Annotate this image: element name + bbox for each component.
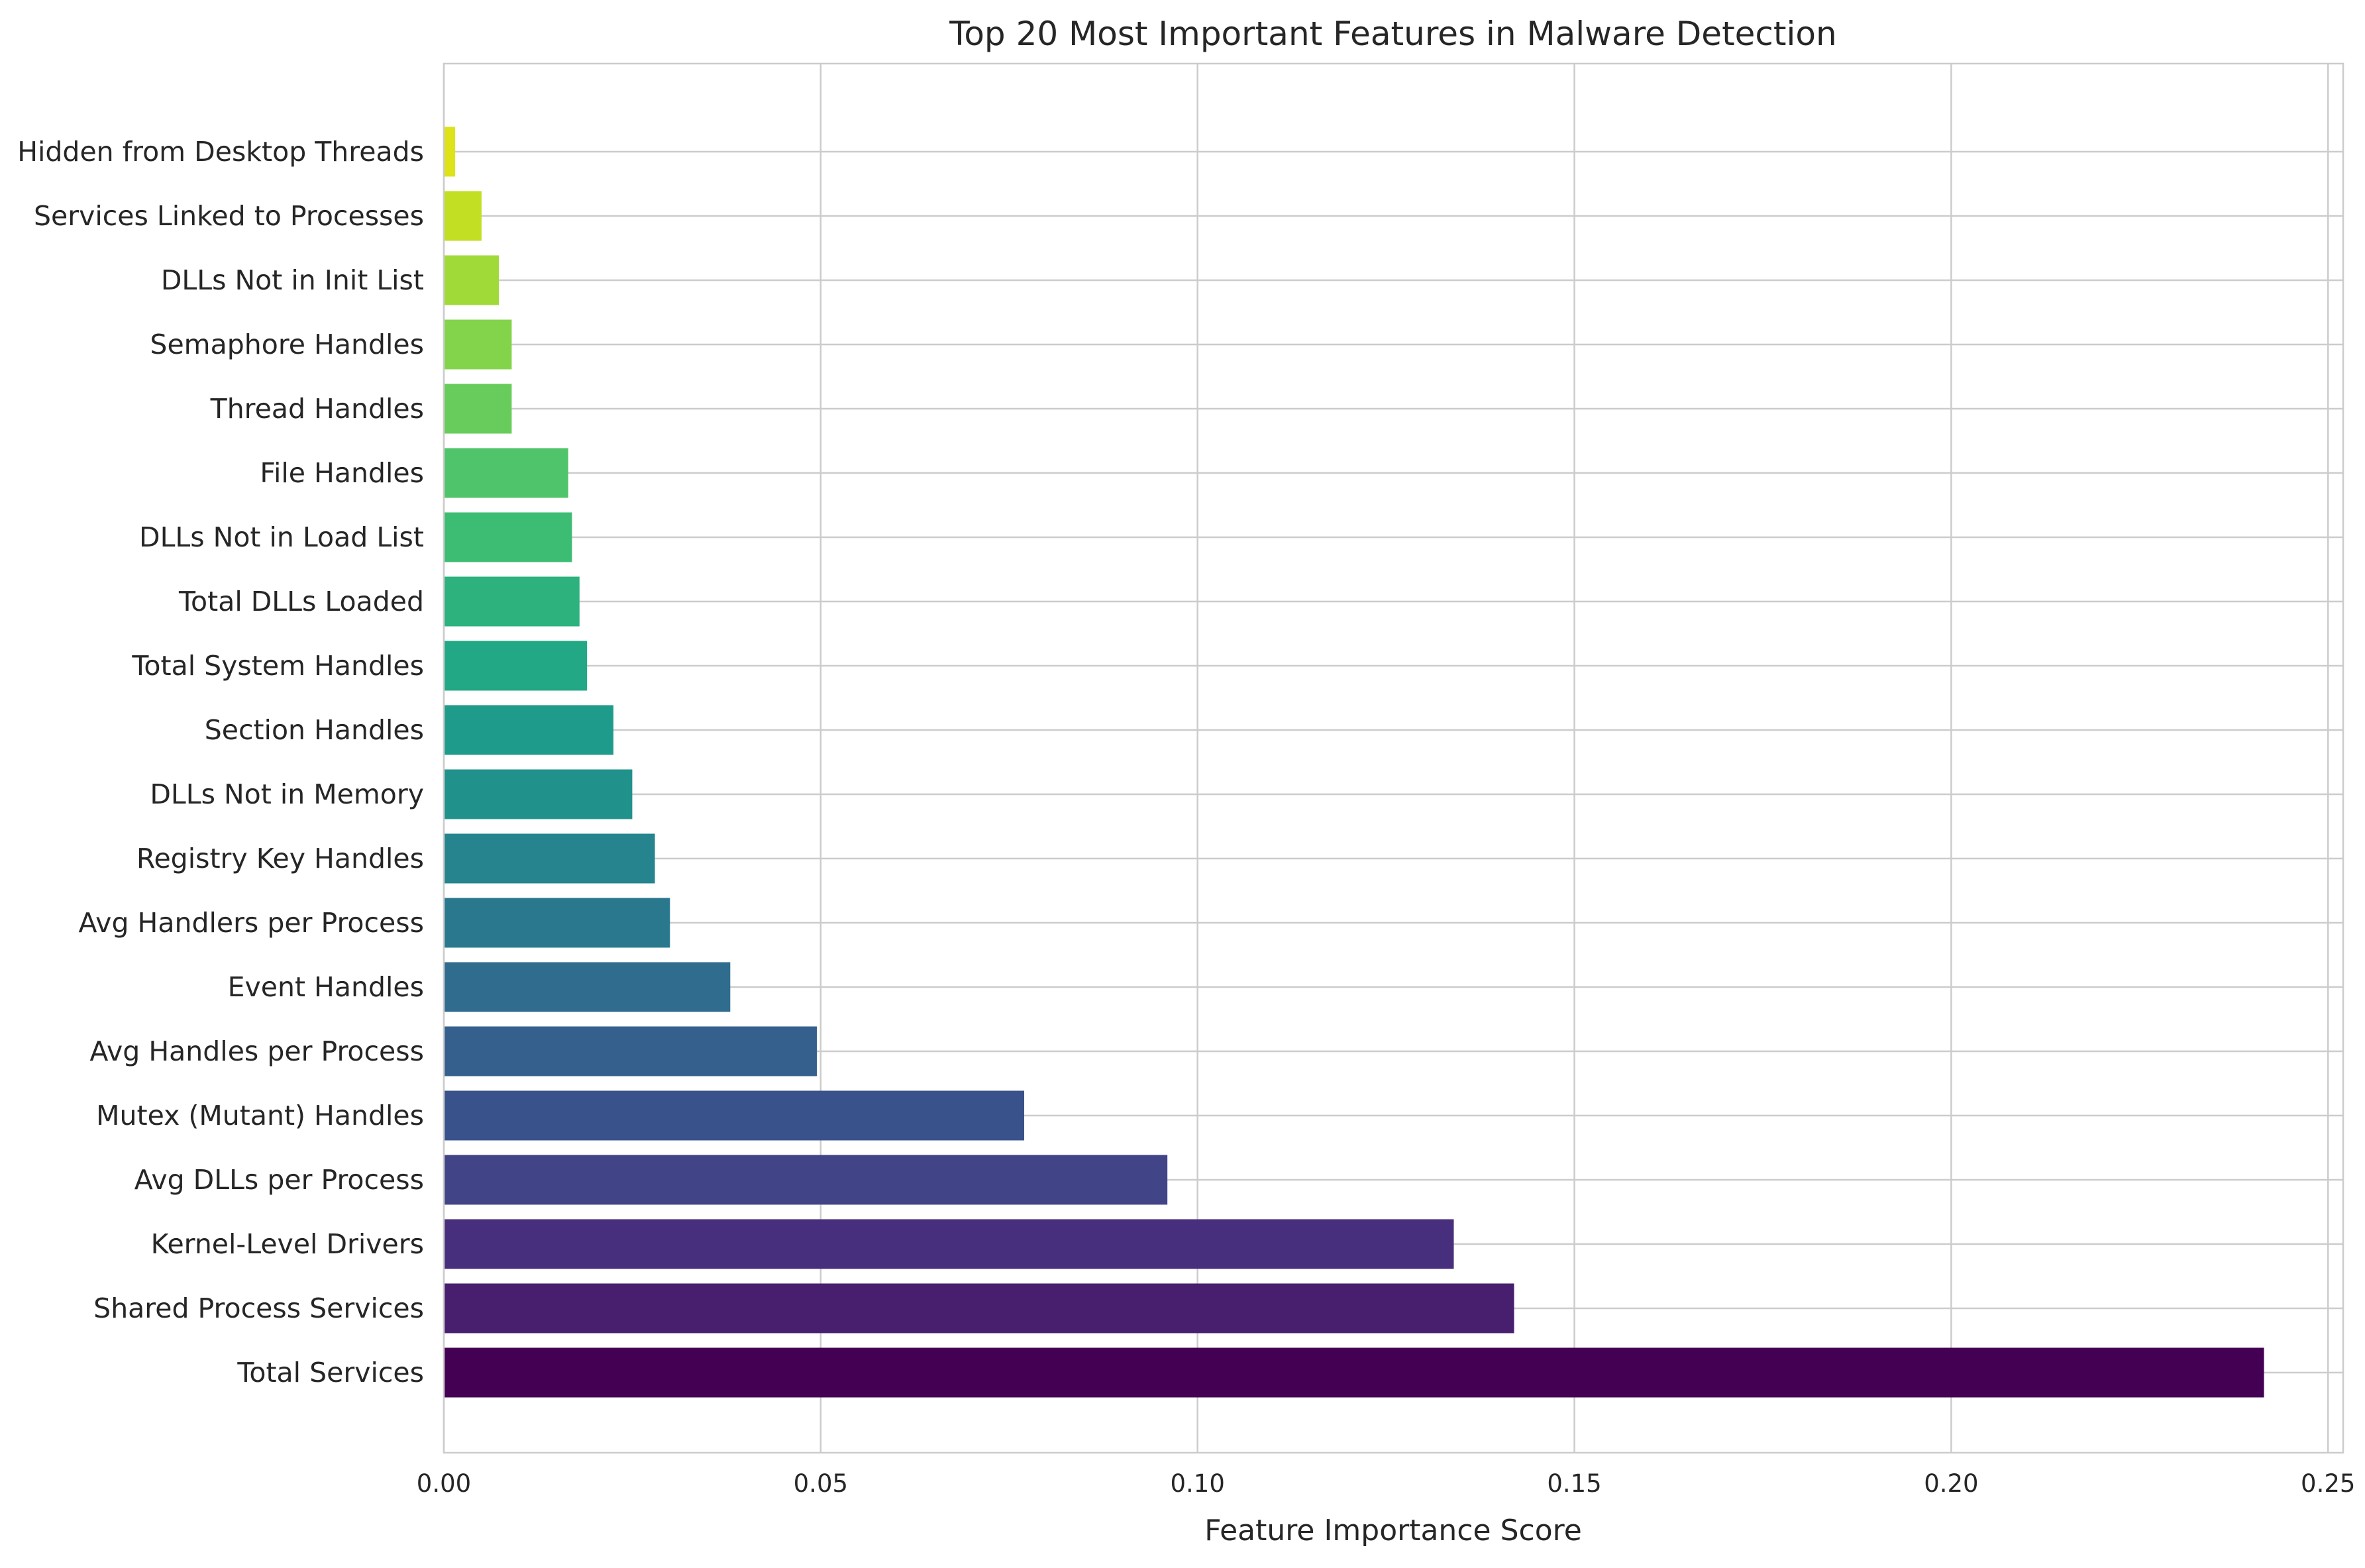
x-tick-label: 0.25 [2301, 1469, 2355, 1498]
chart-title: Top 20 Most Important Features in Malwar… [949, 15, 1836, 53]
bar [444, 962, 731, 1012]
y-tick-label: Hidden from Desktop Threads [17, 136, 424, 168]
y-tick-label: DLLs Not in Memory [150, 778, 424, 810]
plot-frame [443, 62, 2344, 1454]
bar [444, 448, 568, 498]
y-tick-label: Total DLLs Loaded [178, 586, 424, 617]
x-tick-label: 0.15 [1547, 1469, 1601, 1498]
y-tick-label: Total Services [236, 1357, 424, 1388]
y-tick-label: DLLs Not in Init List [161, 264, 424, 296]
bar [444, 1026, 817, 1076]
y-tick-label: DLLs Not in Load List [139, 521, 424, 553]
x-tick-label: 0.00 [417, 1469, 471, 1498]
bar [444, 705, 613, 755]
bar [444, 191, 482, 241]
y-tick-label: Avg DLLs per Process [134, 1164, 424, 1196]
y-tick-labels: Total Services Shared Process Services Ker… [17, 136, 424, 1388]
y-tick-label: Registry Key Handles [136, 843, 424, 874]
bar [444, 1347, 2264, 1398]
bar [444, 641, 588, 691]
bar [444, 1155, 1168, 1205]
bar [444, 319, 512, 370]
y-tick-label: Avg Handles per Process [89, 1035, 424, 1067]
bar [444, 833, 655, 884]
x-tick-label: 0.20 [1924, 1469, 1978, 1498]
y-tick-label: Total System Handles [131, 650, 424, 682]
bar [444, 255, 499, 305]
y-tick-label: Thread Handles [210, 393, 424, 425]
bar [444, 576, 580, 627]
y-tick-label: Services Linked to Processes [34, 200, 424, 232]
y-tick-label: Section Handles [205, 714, 424, 746]
x-tick-label: 0.05 [794, 1469, 848, 1498]
bar [444, 769, 633, 819]
bar [444, 512, 572, 562]
x-tick-labels: 0.00 0.05 0.10 0.15 0.20 0.25 [417, 1469, 2356, 1498]
bar [444, 1090, 1025, 1141]
y-tick-label: Mutex (Mutant) Handles [96, 1100, 424, 1131]
bar [444, 1219, 1454, 1269]
y-tick-label: File Handles [260, 457, 424, 489]
bar [444, 898, 670, 948]
y-tick-label: Event Handles [228, 971, 424, 1003]
x-axis-label: Feature Importance Score [1204, 1514, 1582, 1547]
bars [444, 127, 2264, 1398]
y-tick-label: Avg Handlers per Process [79, 907, 424, 939]
bar [444, 384, 512, 434]
x-tick-label: 0.10 [1171, 1469, 1225, 1498]
y-tick-label: Semaphore Handles [150, 329, 424, 360]
y-tick-label: Shared Process Services [93, 1292, 424, 1324]
bar [444, 127, 456, 177]
y-tick-label: Kernel-Level Drivers [151, 1228, 424, 1260]
bar [444, 1283, 1514, 1333]
